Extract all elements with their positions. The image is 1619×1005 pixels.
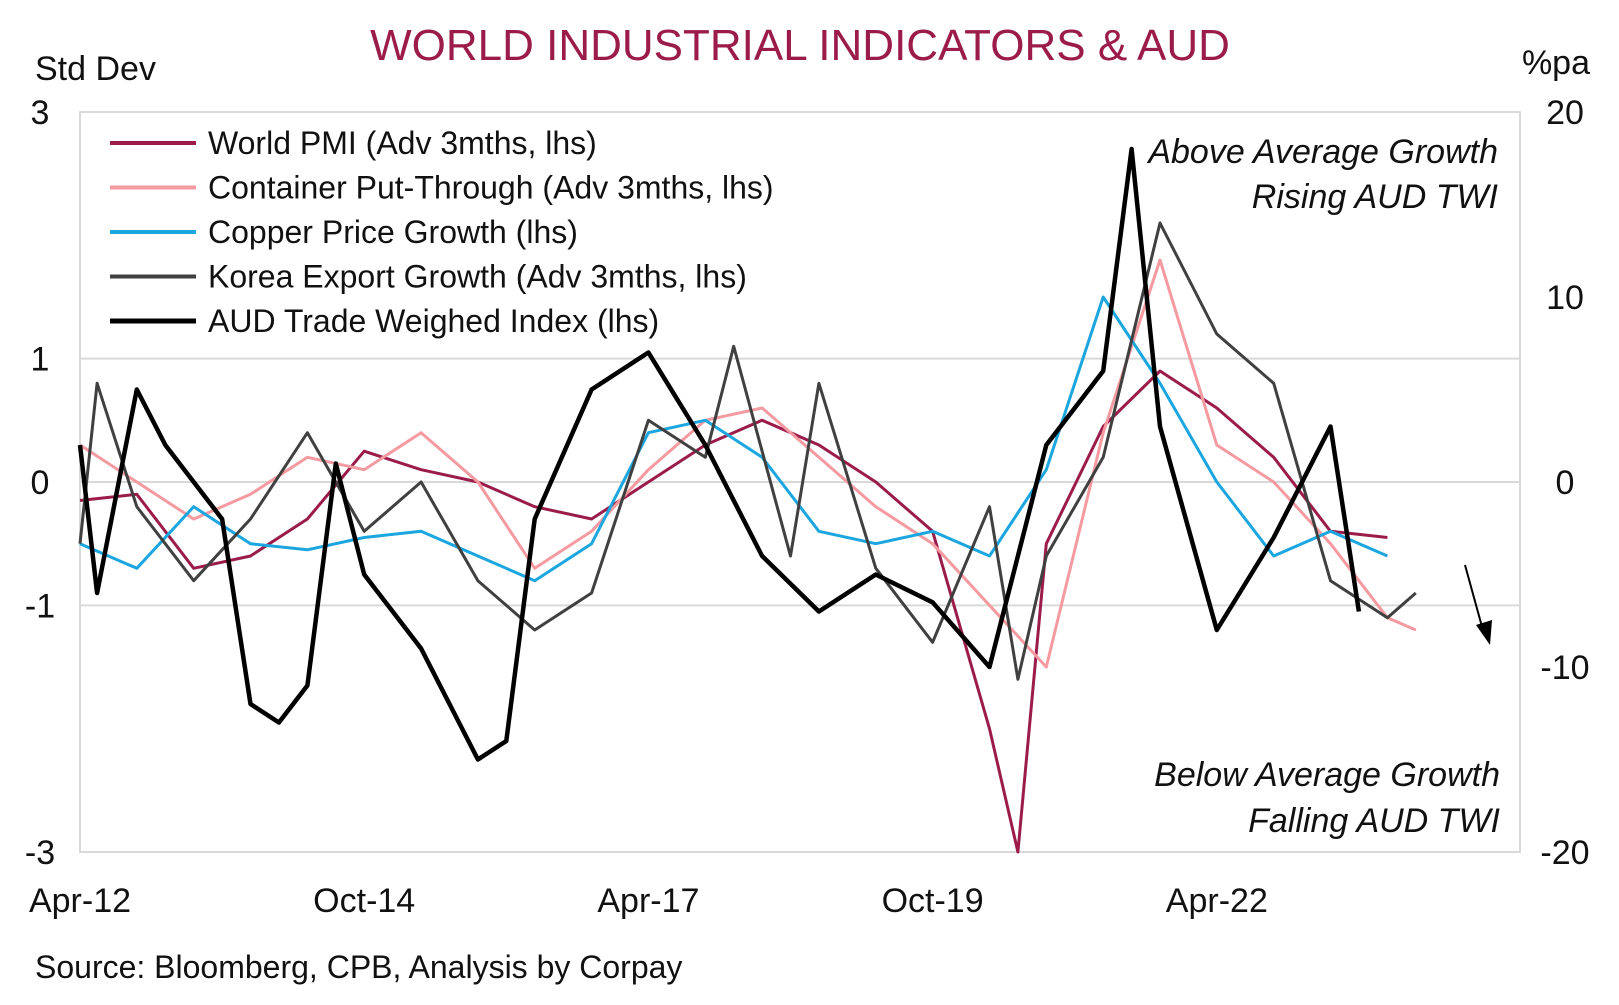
series-line-1	[79, 369, 1388, 854]
right-axis-ticks: 20 10 0 -10 -20	[1540, 94, 1589, 872]
x-tick-label: Apr-17	[597, 882, 699, 920]
series-line-3	[79, 295, 1388, 583]
x-tick-label: Apr-22	[1166, 882, 1268, 920]
right-tick-label: -20	[1540, 834, 1589, 872]
x-tick-label: Oct-19	[882, 882, 984, 920]
legend-label: World PMI (Adv 3mths, lhs)	[208, 125, 597, 161]
left-tick-label: 3	[31, 94, 50, 132]
legend-label: Korea Export Growth (Adv 3mths, lhs)	[208, 259, 747, 295]
x-tick-label: Oct-14	[313, 882, 415, 920]
left-tick-label: 1	[31, 341, 50, 379]
right-tick-label: 10	[1546, 279, 1584, 317]
annotation-rising-aud: Rising AUD TWI	[1252, 178, 1499, 216]
left-axis-unit: Std Dev	[35, 50, 156, 88]
legend: World PMI (Adv 3mths, lhs) Container Put-…	[110, 125, 774, 339]
left-axis-ticks: 3 1 0 -1 -3	[25, 94, 55, 872]
x-tick-label: Apr-12	[29, 882, 131, 920]
source-note: Source: Bloomberg, CPB, Analysis by Corp…	[35, 949, 682, 985]
gridlines	[80, 111, 1520, 853]
annotation-below-growth: Below Average Growth	[1154, 756, 1500, 794]
series-line-5	[77, 146, 1362, 762]
annotation-above-growth: Above Average Growth	[1146, 133, 1498, 171]
x-axis-ticks: Apr-12 Oct-14 Apr-17 Oct-19 Apr-22	[29, 882, 1268, 920]
legend-label: AUD Trade Weighed Index (lhs)	[208, 303, 659, 339]
left-tick-label: -3	[25, 834, 55, 872]
legend-label: Container Put-Through (Adv 3mths, lhs)	[208, 170, 774, 206]
right-tick-label: 0	[1556, 464, 1575, 502]
annotation-falling-aud: Falling AUD TWI	[1248, 802, 1500, 840]
series-lines	[77, 146, 1417, 854]
down-arrow-icon	[1464, 564, 1492, 645]
right-tick-label: 20	[1546, 94, 1584, 132]
legend-label: Copper Price Growth (lhs)	[208, 214, 578, 250]
left-tick-label: 0	[31, 464, 50, 502]
chart-title: WORLD INDUSTRIAL INDICATORS & AUD	[370, 21, 1230, 70]
series-line-2	[79, 258, 1417, 669]
right-axis-unit: %pa	[1522, 44, 1590, 82]
series-line-4	[78, 221, 1417, 681]
right-tick-label: -10	[1540, 649, 1589, 687]
left-tick-label: -1	[25, 587, 55, 625]
